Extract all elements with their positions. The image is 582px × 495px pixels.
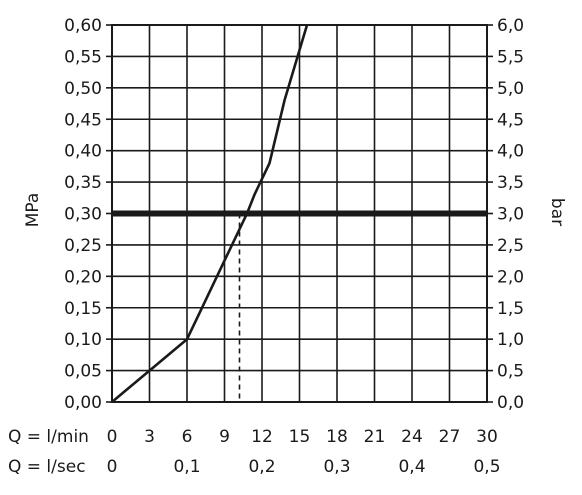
left-tick-label: 0,15	[64, 299, 102, 319]
right-tick-label: 2,0	[497, 267, 524, 287]
x-tick-label: 9	[219, 427, 230, 447]
x-tick-label: 0,3	[323, 457, 350, 477]
x-tick-label: 3	[144, 427, 155, 447]
right-tick-label: 3,5	[497, 173, 524, 193]
right-axis-ticks: 0,0 0,5 1,0 1,5 2,0 2,5 3,0 3,5 4,0 4,5 5,0 5,5 6,0	[497, 16, 524, 413]
right-tick-label: 5,0	[497, 79, 524, 99]
right-tick-label: 1,5	[497, 299, 524, 319]
left-axis-ticks: 0,00 0,05 0,10 0,15 0,20 0,25 0,30 0,35 0,40 0,45…	[64, 16, 102, 413]
y-left-axis-title: MPa	[23, 193, 43, 228]
x-axis-row-label: Q = l/min	[8, 427, 89, 447]
left-tick-label: 0,30	[64, 205, 102, 225]
x-tick-label: 0,1	[173, 457, 200, 477]
x-tick-label: 0,4	[398, 457, 425, 477]
reference-layer	[112, 210, 487, 402]
left-tick-label: 0,25	[64, 236, 102, 256]
left-tick-label: 0,00	[64, 393, 102, 413]
left-tick-label: 0,40	[64, 142, 102, 162]
left-tick-label: 0,35	[64, 173, 102, 193]
right-tick-label: 2,5	[497, 236, 524, 256]
right-tick-label: 6,0	[497, 16, 524, 36]
right-tick-label: 0,5	[497, 362, 524, 382]
right-tick-label: 3,0	[497, 205, 524, 225]
right-tick-label: 0,0	[497, 393, 524, 413]
x-tick-label: 15	[289, 427, 311, 447]
left-tick-label: 0,10	[64, 330, 102, 350]
right-tick-label: 4,0	[497, 142, 524, 162]
x-tick-label: 12	[251, 427, 273, 447]
left-tick-label: 0,05	[64, 362, 102, 382]
right-tick-label: 5,5	[497, 47, 524, 67]
x-tick-label: 24	[401, 427, 423, 447]
x-tick-label: 0,2	[248, 457, 275, 477]
right-tick-label: 1,0	[497, 330, 524, 350]
left-tick-label: 0,45	[64, 110, 102, 130]
left-tick-label: 0,50	[64, 79, 102, 99]
pressure-curve	[111, 24, 309, 403]
x-tick-label: 0,5	[473, 457, 500, 477]
x-tick-label: 30	[476, 427, 498, 447]
right-tick-label: 4,5	[497, 110, 524, 130]
x-tick-label: 0	[107, 457, 118, 477]
x-tick-label: 0	[107, 427, 118, 447]
x-tick-label: 18	[326, 427, 348, 447]
x-tick-label: 21	[364, 427, 386, 447]
x-axis-row-label: Q = l/sec	[8, 457, 86, 477]
x-tick-label: 27	[439, 427, 461, 447]
curve-layer	[111, 24, 309, 403]
left-tick-label: 0,20	[64, 267, 102, 287]
left-tick-label: 0,60	[64, 16, 102, 36]
left-tick-label: 0,55	[64, 47, 102, 67]
x-tick-label: 6	[182, 427, 193, 447]
x-axis-ticks: Q = l/min 0 3 6 9 12 15 18 21 24 27 30 Q = l/sec 0 0,1…	[8, 427, 501, 477]
y-right-axis-title: bar	[547, 198, 567, 226]
